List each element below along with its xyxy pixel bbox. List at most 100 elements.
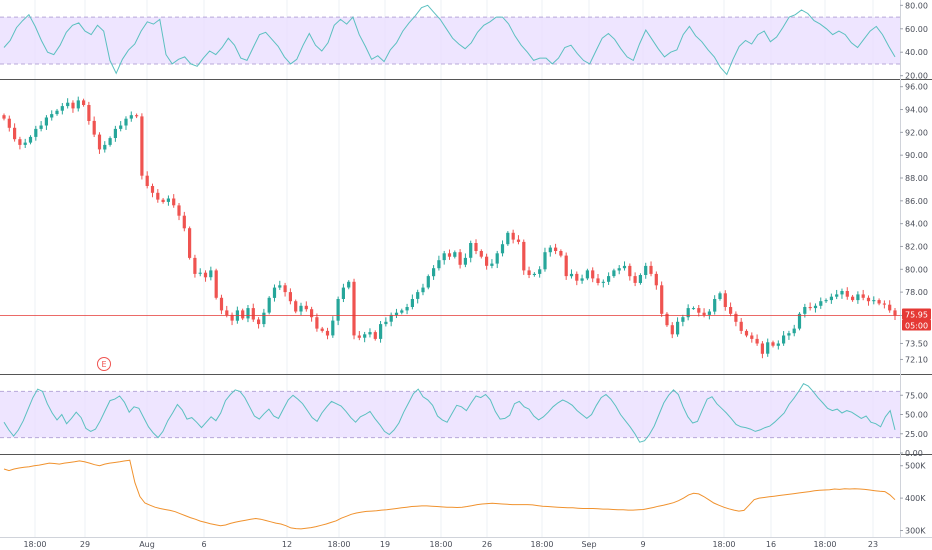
x-tick-9: 18:00	[530, 540, 553, 549]
candle-body-1	[7, 118, 11, 128]
candle-body-37	[198, 272, 202, 274]
candle-body-27	[145, 175, 149, 186]
candle-body-121	[644, 265, 648, 275]
candle-body-64	[341, 287, 345, 299]
candle-body-4	[23, 142, 27, 145]
candle-body-42	[225, 310, 229, 315]
price-tick-4: 88.00	[905, 174, 928, 183]
rsi-panel[interactable]	[0, 383, 900, 443]
candle-body-161	[856, 294, 860, 301]
candle-body-153	[813, 305, 818, 309]
rsi-band	[0, 391, 900, 438]
x-tick-14: 18:00	[813, 540, 836, 549]
candle-body-138	[734, 313, 738, 322]
earnings-marker-label: E	[101, 360, 106, 369]
candle-body-60	[320, 328, 324, 331]
candle-body-54	[288, 292, 292, 302]
current-price-label: 75.95	[905, 311, 928, 320]
candle-body-155	[824, 300, 828, 302]
candle-body-90	[479, 251, 483, 257]
candle-body-34	[182, 215, 186, 229]
candle-body-46	[246, 308, 250, 319]
candle-body-22	[119, 125, 123, 129]
candle-body-96	[511, 232, 515, 240]
price-panel[interactable]: E	[0, 96, 900, 371]
candle-body-97	[516, 239, 521, 242]
candle-body-10	[55, 110, 59, 115]
candle-body-14	[76, 100, 80, 109]
candle-body-75	[400, 310, 404, 313]
candle-body-154	[819, 301, 823, 306]
candle-body-142	[755, 338, 759, 344]
x-tick-2: Aug	[139, 540, 155, 549]
candle-body-43	[230, 314, 234, 321]
candle-body-87	[463, 257, 467, 265]
candle-body-158	[840, 291, 844, 295]
candle-body-108	[575, 273, 579, 281]
candle-body-130	[691, 308, 696, 310]
candle-body-160	[851, 296, 855, 301]
candle-body-125	[665, 313, 669, 326]
candle-body-107	[569, 273, 574, 277]
volume-tick-0: 500K	[905, 462, 926, 471]
candle-body-0	[2, 115, 6, 119]
candle-body-127	[676, 321, 680, 335]
candle-body-15	[82, 100, 86, 105]
countdown-label: 05:00	[905, 322, 928, 331]
candle-body-72	[384, 321, 388, 325]
candle-body-103	[548, 247, 552, 253]
candle-body-49	[262, 312, 266, 325]
top-oscillator-tick-0: 80.00	[905, 1, 928, 10]
x-tick-10: Sep	[581, 540, 596, 549]
candle-body-91	[485, 256, 489, 266]
candle-body-162	[861, 294, 865, 298]
candle-body-51	[272, 287, 277, 298]
candle-body-120	[638, 275, 642, 283]
candle-body-39	[209, 270, 213, 278]
candle-body-19	[103, 144, 107, 150]
candle-body-52	[278, 285, 282, 288]
candle-body-62	[331, 320, 335, 336]
volume-panel[interactable]	[3, 459, 896, 530]
time-axis[interactable]: 18:00 29 Aug 6 12 18:00 19 18:00 26 18:00 Sep 9 18:0…	[23, 540, 878, 549]
price-tick-9: 78.00	[905, 288, 928, 297]
top-oscillator-panel[interactable]	[0, 4, 900, 76]
candle-body-29	[156, 192, 160, 200]
countdown-tag	[902, 319, 931, 331]
candle-body-93	[495, 253, 499, 264]
x-tick-15: 23	[868, 540, 878, 549]
candle-body-57	[304, 305, 308, 310]
candle-body-58	[310, 309, 314, 318]
x-tick-6: 19	[380, 540, 390, 549]
x-tick-11: 9	[640, 540, 645, 549]
candle-body-146	[776, 343, 780, 346]
top-oscillator-tick-1: 60.00	[905, 25, 928, 34]
candle-body-149	[792, 328, 796, 334]
candle-body-85	[453, 252, 457, 257]
candle-body-117	[622, 265, 627, 269]
candle-body-20	[108, 138, 112, 145]
candle-body-133	[707, 311, 711, 315]
candle-body-167	[888, 304, 892, 311]
earnings-marker	[97, 357, 111, 371]
price-tick-3: 90.00	[905, 151, 928, 160]
price-axis[interactable]: 80.00 60.00 40.00 20.00 96.00 94.00 92.00 90.00…	[900, 1, 931, 536]
price-tick-7: 82.00	[905, 242, 928, 251]
candle-body-94	[500, 244, 505, 254]
candle-body-63	[336, 299, 340, 321]
volume-line	[3, 459, 896, 530]
candle-body-88	[469, 243, 473, 258]
candle-body-11	[60, 106, 64, 111]
candle-body-164	[872, 300, 876, 302]
price-tick-8: 80.00	[905, 265, 928, 274]
x-tick-1: 29	[80, 540, 90, 549]
x-tick-4: 12	[282, 540, 292, 549]
candle-body-76	[405, 307, 409, 311]
candle-body-145	[771, 342, 775, 346]
candle-body-50	[267, 297, 271, 313]
top-oscillator-tick-2: 40.00	[905, 48, 928, 57]
rsi-tick-0: 75.00	[905, 391, 928, 400]
x-tick-12: 18:00	[712, 540, 735, 549]
candle-body-168	[893, 310, 897, 316]
